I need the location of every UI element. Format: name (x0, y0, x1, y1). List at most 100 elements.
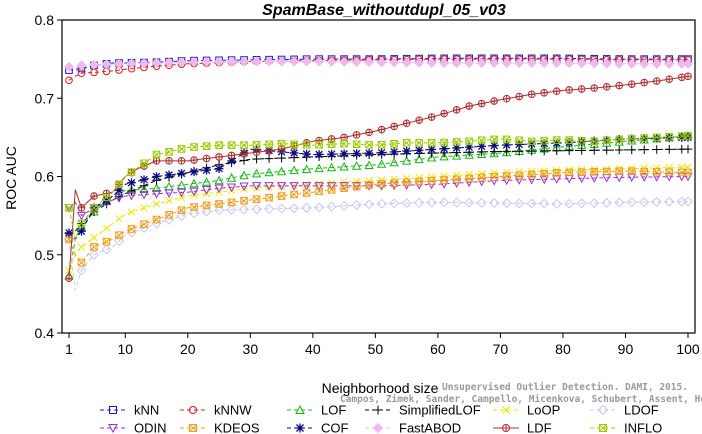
data-point (240, 150, 248, 158)
data-point (602, 145, 612, 155)
data-point (239, 56, 250, 67)
data-point (165, 147, 173, 156)
legend-label: LoOP (527, 403, 560, 418)
data-point (614, 197, 625, 208)
data-point (540, 89, 548, 97)
data-point (114, 185, 124, 195)
legend-item-ldof: LDOF (590, 403, 659, 418)
data-point (377, 148, 386, 157)
data-point (389, 57, 400, 68)
data-point (226, 183, 237, 193)
series-line (68, 148, 689, 235)
data-point (190, 156, 198, 164)
data-point (427, 177, 436, 185)
data-point (202, 165, 211, 175)
data-point (414, 154, 424, 164)
data-point (252, 154, 261, 164)
data-point (109, 406, 117, 414)
series-ldf (65, 72, 692, 282)
data-point (177, 206, 186, 214)
data-point (439, 151, 449, 161)
data-point (189, 178, 199, 188)
data-point (501, 198, 512, 209)
data-point (597, 404, 609, 416)
data-point (364, 199, 375, 210)
data-point (614, 58, 625, 69)
data-point (76, 60, 87, 71)
data-point (439, 144, 449, 154)
data-point (490, 173, 498, 181)
data-point (202, 201, 211, 210)
data-point (390, 122, 398, 131)
data-point (664, 172, 674, 182)
x-axis-label: Neighborhood size (322, 380, 439, 396)
data-point (252, 195, 261, 203)
data-point (139, 190, 149, 200)
data-point (139, 175, 149, 184)
y-axis-label: ROC AUC (3, 146, 19, 210)
x-tick-label: 100 (676, 341, 700, 357)
data-point (402, 119, 411, 128)
data-point (651, 196, 662, 207)
data-point (315, 187, 323, 196)
data-point (176, 180, 187, 189)
data-point (540, 169, 548, 178)
data-point (640, 167, 649, 176)
data-point (339, 161, 349, 171)
data-point (627, 134, 636, 143)
y-tick-label: 0.7 (35, 90, 55, 106)
series-fastabod (63, 56, 694, 72)
data-point (276, 166, 287, 176)
data-point (201, 57, 212, 68)
data-point (464, 142, 474, 152)
data-point (314, 202, 325, 213)
data-point (564, 198, 575, 209)
data-point (77, 258, 86, 267)
data-point (652, 133, 661, 142)
legend: kNN kNNW LOF SimplifiedLOF LoOP LDOF ODIN KDEOS… (100, 403, 662, 434)
data-point (577, 146, 587, 155)
data-point (615, 167, 624, 175)
data-point (326, 56, 337, 67)
data-point (552, 87, 561, 95)
data-point (515, 136, 523, 145)
x-tick-label: 40 (305, 341, 321, 357)
x-tick-label: 1 (65, 341, 73, 357)
legend-label: ODIN (134, 421, 167, 434)
data-point (372, 422, 384, 434)
x-tick-label: 50 (368, 341, 384, 357)
data-point (501, 58, 512, 69)
data-point (489, 141, 499, 150)
data-point (365, 141, 373, 149)
data-point (502, 172, 511, 180)
data-point (364, 148, 374, 158)
data-point (477, 149, 487, 158)
x-tick-label: 10 (117, 341, 133, 357)
data-point (502, 424, 511, 432)
data-point (265, 193, 273, 202)
data-point (465, 174, 473, 183)
data-point (427, 152, 437, 162)
data-point (340, 184, 348, 193)
data-point (577, 85, 586, 93)
data-point (514, 58, 525, 69)
data-point (101, 59, 112, 70)
data-point (665, 75, 674, 83)
data-point (301, 182, 312, 191)
data-point (214, 56, 225, 67)
data-point (165, 211, 173, 219)
data-point (352, 140, 361, 149)
x-tick-label: 90 (618, 341, 634, 357)
data-point (476, 197, 487, 208)
data-point (682, 58, 694, 69)
data-point (115, 215, 123, 223)
data-point (452, 175, 461, 184)
data-point (115, 231, 123, 239)
data-point (65, 266, 73, 275)
series-inflo (65, 132, 692, 241)
data-point (639, 145, 649, 154)
legend-item-kdeos: KDEOS (180, 421, 260, 434)
legend-label: kNNW (214, 403, 252, 418)
data-point (402, 178, 411, 187)
data-point (364, 182, 374, 191)
